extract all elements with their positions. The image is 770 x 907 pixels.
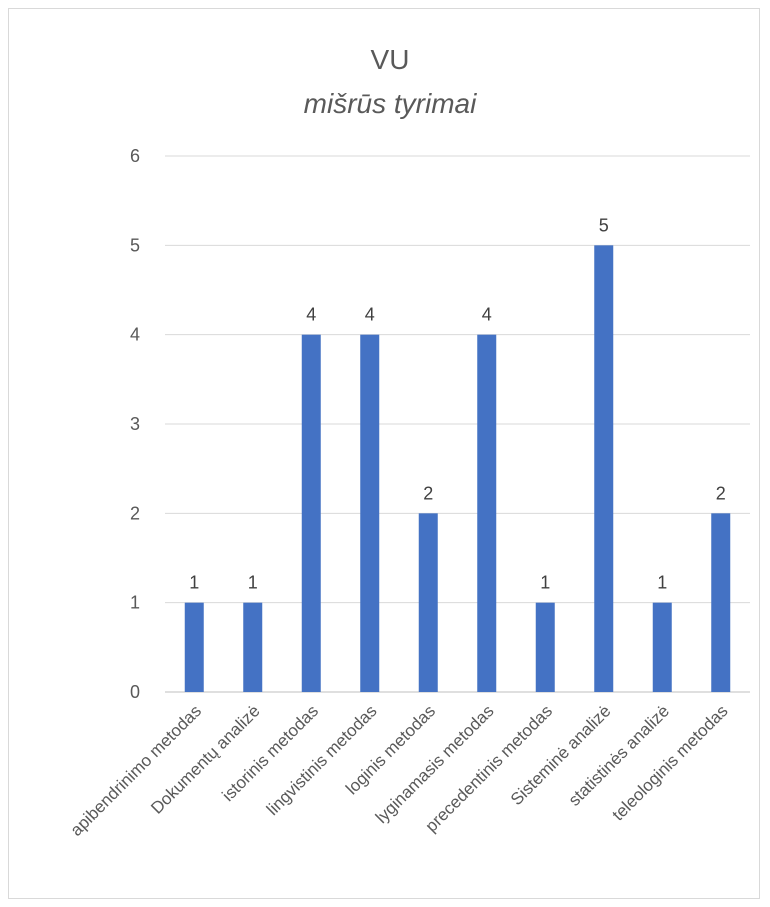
category-label: statistinės analizė <box>565 701 673 809</box>
y-tick-label: 3 <box>130 414 140 434</box>
category-label: teleologinis metodas <box>609 701 732 824</box>
data-label: 4 <box>365 305 375 325</box>
y-tick-label: 0 <box>130 682 140 702</box>
y-tick-label: 6 <box>130 146 140 166</box>
bar <box>594 245 614 693</box>
bar <box>477 334 497 692</box>
data-label: 1 <box>657 573 667 593</box>
bar <box>652 602 672 692</box>
bars <box>184 245 731 693</box>
category-label: Sisteminė analizė <box>507 701 615 809</box>
y-axis-ticks: 0 1 2 3 4 5 6 <box>130 146 140 702</box>
data-label: 4 <box>306 305 316 325</box>
bar <box>184 602 204 692</box>
chart-title: VU <box>371 44 410 75</box>
chart-subtitle: mišrūs tyrimai <box>304 88 477 119</box>
data-label: 1 <box>540 573 550 593</box>
data-label: 2 <box>716 483 726 503</box>
data-label: 1 <box>248 573 258 593</box>
category-label: Dokumentų analizė <box>147 701 263 817</box>
bar <box>535 602 555 692</box>
y-tick-label: 1 <box>130 593 140 613</box>
data-label: 4 <box>482 305 492 325</box>
y-tick-label: 4 <box>130 325 140 345</box>
bar <box>301 334 321 692</box>
y-tick-label: 5 <box>130 235 140 255</box>
data-label: 1 <box>189 573 199 593</box>
gridlines <box>165 155 750 693</box>
bar <box>711 513 731 692</box>
bar <box>418 513 438 692</box>
bar <box>243 602 263 692</box>
y-tick-label: 2 <box>130 503 140 523</box>
data-label: 5 <box>599 215 609 235</box>
data-labels: 1 1 4 4 2 4 1 5 1 2 <box>189 215 726 592</box>
bar <box>360 334 380 692</box>
category-label: lingvistinis metodas <box>263 701 381 819</box>
data-label: 2 <box>423 483 433 503</box>
